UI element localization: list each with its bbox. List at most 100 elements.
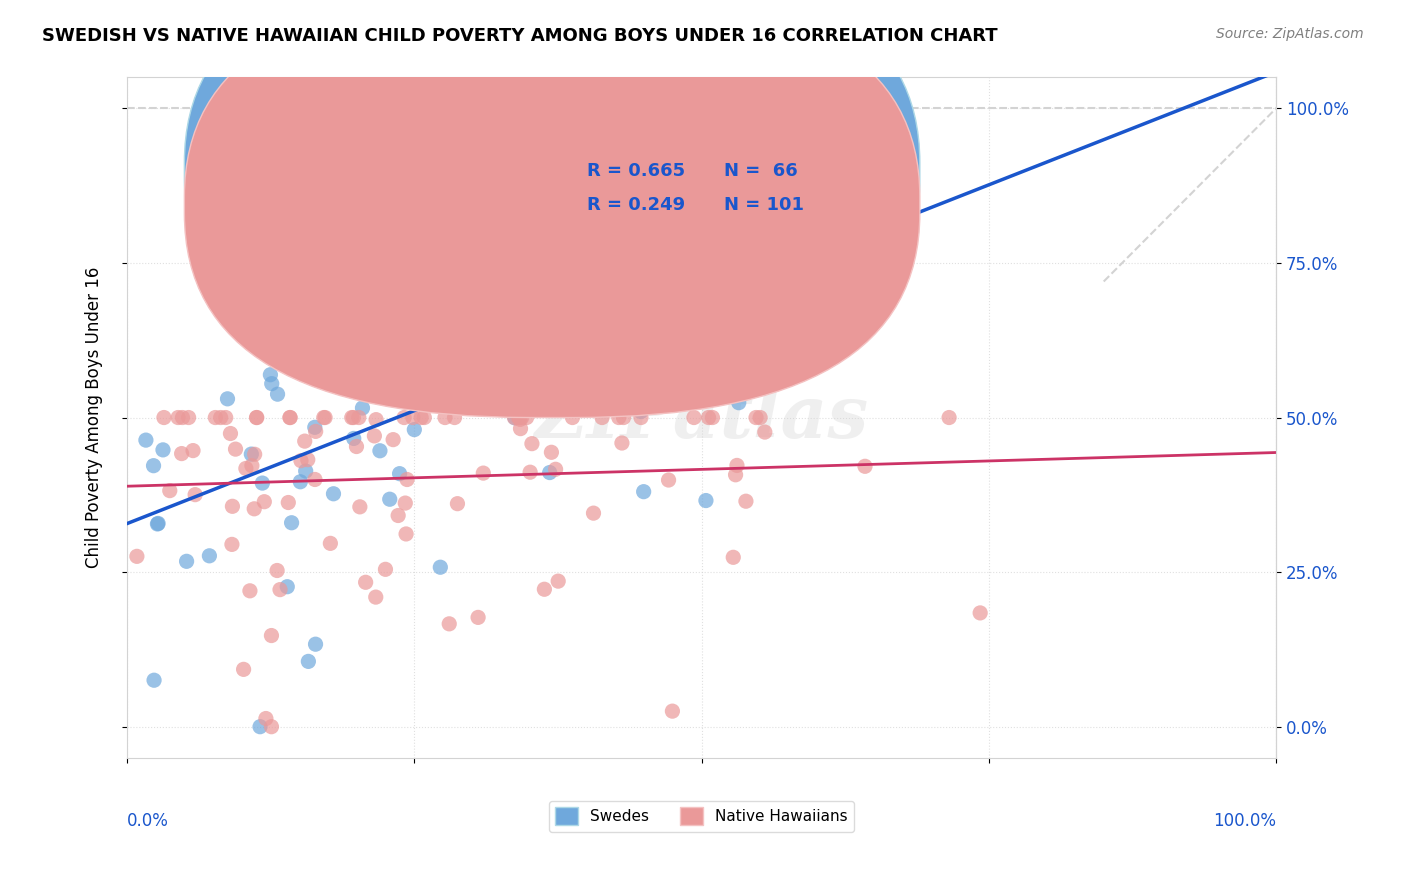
Point	[280, 326, 302, 341]
Point	[253, 342, 276, 356]
Point	[252, 476, 274, 491]
Point	[381, 236, 404, 251]
Point	[277, 309, 299, 323]
Point	[297, 452, 319, 467]
Point	[319, 536, 342, 550]
Point	[245, 410, 267, 425]
Point	[240, 447, 263, 461]
Point	[278, 410, 301, 425]
Point	[510, 304, 533, 318]
Point	[349, 500, 371, 514]
Point	[630, 410, 652, 425]
Point	[346, 440, 368, 454]
Point	[697, 410, 720, 425]
Point	[322, 487, 344, 501]
Text: N = 101: N = 101	[724, 196, 804, 214]
Point	[702, 410, 724, 425]
Text: N =  66: N = 66	[724, 162, 799, 180]
Point	[259, 368, 281, 382]
Point	[290, 475, 312, 489]
Point	[294, 464, 316, 478]
Point	[343, 432, 366, 446]
Point	[364, 590, 387, 604]
Point	[153, 410, 176, 425]
Point	[304, 473, 326, 487]
Point	[723, 550, 745, 565]
FancyBboxPatch shape	[184, 0, 920, 417]
Point	[575, 238, 598, 252]
Text: SWEDISH VS NATIVE HAWAIIAN CHILD POVERTY AMONG BOYS UNDER 16 CORRELATION CHART: SWEDISH VS NATIVE HAWAIIAN CHILD POVERTY…	[42, 27, 998, 45]
Point	[506, 376, 529, 390]
Point	[142, 458, 165, 473]
Point	[280, 516, 302, 530]
Point	[253, 494, 276, 508]
Point	[378, 492, 401, 507]
Point	[235, 461, 257, 475]
Point	[277, 495, 299, 509]
Point	[547, 574, 569, 589]
Point	[695, 329, 717, 343]
Point	[297, 654, 319, 668]
Point	[364, 412, 387, 426]
Text: 100.0%: 100.0%	[1213, 812, 1277, 830]
FancyBboxPatch shape	[506, 145, 875, 227]
Point	[683, 410, 706, 425]
Text: R = 0.249: R = 0.249	[586, 196, 685, 214]
Point	[204, 410, 226, 425]
Point	[350, 361, 373, 376]
Point	[673, 303, 696, 318]
Point	[396, 473, 419, 487]
Point	[217, 392, 239, 406]
Point	[294, 260, 316, 275]
Point	[516, 410, 538, 425]
Point	[422, 356, 444, 370]
Point	[181, 443, 204, 458]
Point	[503, 410, 526, 425]
Point	[472, 466, 495, 480]
Point	[503, 410, 526, 425]
Point	[433, 243, 456, 257]
Point	[388, 467, 411, 481]
Point	[402, 410, 425, 425]
Point	[467, 610, 489, 624]
Text: ZIPatlas: ZIPatlas	[534, 382, 869, 453]
Point	[591, 410, 613, 425]
Point	[143, 673, 166, 688]
Point	[745, 410, 768, 425]
Point	[135, 433, 157, 447]
Point	[451, 396, 474, 410]
Point	[582, 506, 605, 520]
Text: Source: ZipAtlas.com: Source: ZipAtlas.com	[1216, 27, 1364, 41]
Point	[863, 101, 886, 115]
Point	[209, 410, 232, 425]
Point	[290, 453, 312, 467]
Point	[509, 422, 531, 436]
Point	[425, 330, 447, 344]
Point	[276, 580, 298, 594]
Point	[561, 410, 583, 425]
Point	[225, 442, 247, 457]
Point	[305, 425, 328, 439]
Point	[176, 554, 198, 568]
Point	[689, 226, 711, 240]
Point	[342, 410, 364, 425]
Point	[368, 443, 391, 458]
Point	[411, 265, 433, 279]
Point	[411, 410, 433, 425]
Point	[749, 410, 772, 425]
Point	[765, 300, 787, 314]
Point	[232, 662, 254, 676]
Point	[198, 549, 221, 563]
Point	[254, 712, 277, 726]
Point	[125, 549, 148, 564]
Point	[429, 560, 451, 574]
Point	[294, 434, 316, 449]
Point	[266, 564, 288, 578]
Point	[727, 395, 749, 409]
Point	[260, 376, 283, 391]
Point	[387, 508, 409, 523]
Point	[446, 497, 468, 511]
Point	[354, 575, 377, 590]
Point	[519, 465, 541, 479]
Text: 0.0%: 0.0%	[127, 812, 169, 830]
